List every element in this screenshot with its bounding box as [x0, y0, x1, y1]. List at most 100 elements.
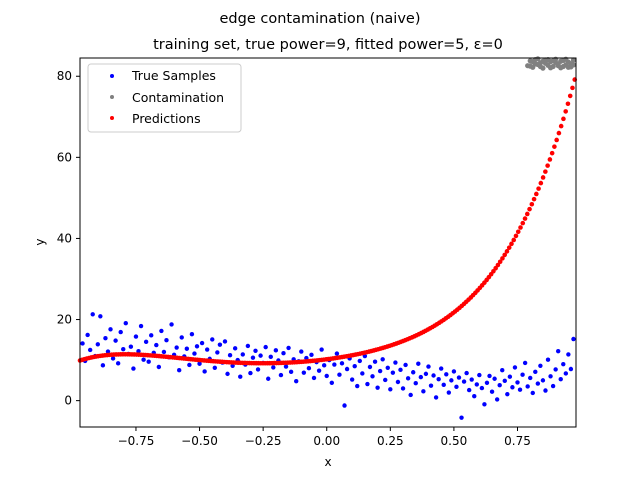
true-sample-point [566, 352, 571, 357]
true-sample-point [484, 380, 490, 385]
chart-subtitle: training set, true power=9, fitted power… [153, 37, 503, 53]
true-sample-point [555, 348, 561, 354]
prediction-point [543, 169, 548, 174]
true-sample-point [553, 367, 558, 372]
true-sample-point [367, 364, 373, 370]
true-sample-point [492, 376, 497, 381]
prediction-point [520, 220, 526, 226]
legend-label-predictions: Predictions [132, 111, 201, 126]
true-sample-point [311, 375, 317, 381]
true-sample-point [357, 358, 362, 364]
true-sample-point [90, 312, 95, 317]
prediction-point [522, 216, 528, 221]
true-sample-point [548, 374, 553, 379]
x-tick-label: 0.75 [504, 434, 531, 448]
true-sample-point [388, 387, 393, 392]
legend-marker-predictions [110, 116, 114, 120]
prediction-point [552, 144, 557, 149]
true-sample-point [138, 323, 144, 329]
true-sample-point [428, 383, 434, 388]
true-sample-point [141, 357, 146, 362]
true-sample-point [192, 351, 197, 356]
true-sample-point [133, 334, 139, 339]
true-sample-point [225, 371, 230, 377]
true-sample-point [80, 341, 85, 346]
true-sample-point [286, 345, 291, 351]
true-sample-point [451, 369, 457, 374]
true-sample-point [469, 377, 474, 382]
true-sample-point [215, 350, 220, 355]
legend-marker-true-samples [110, 74, 114, 78]
true-sample-point [113, 338, 118, 343]
true-sample-point [375, 385, 380, 390]
true-sample-point [418, 374, 424, 380]
x-tick-label: −0.25 [245, 434, 282, 448]
true-sample-point [319, 347, 324, 352]
legend: True Samples Contamination Predictions [87, 63, 242, 133]
true-sample-point [561, 361, 566, 367]
true-sample-point [512, 365, 518, 370]
true-sample-point [278, 372, 284, 378]
x-tick-label: 0.00 [313, 434, 340, 448]
true-sample-point [545, 357, 551, 362]
prediction-point [529, 201, 535, 207]
x-tick-label: 0.25 [377, 434, 404, 448]
true-sample-point [349, 377, 355, 382]
true-sample-point [352, 363, 357, 369]
plot-marks [77, 56, 578, 420]
prediction-point [531, 196, 537, 202]
true-sample-point [250, 355, 256, 360]
prediction-point [513, 233, 519, 239]
true-sample-point [184, 346, 190, 351]
prediction-point [570, 85, 575, 91]
contamination-point [570, 57, 577, 63]
true-sample-point [520, 372, 525, 377]
true-sample-point [273, 348, 279, 353]
true-sample-point [177, 368, 182, 373]
true-sample-point [444, 372, 449, 377]
true-sample-point [95, 342, 101, 347]
true-sample-point [332, 362, 337, 367]
true-sample-point [377, 368, 383, 374]
true-sample-point [400, 386, 406, 391]
true-sample-point [98, 314, 103, 319]
true-sample-point [571, 336, 576, 342]
true-sample-point [187, 362, 192, 368]
true-sample-point [489, 389, 495, 394]
true-sample-point [159, 328, 164, 334]
y-axis-ticks: 0 20 40 60 80 [57, 69, 80, 408]
true-sample-point [299, 349, 304, 354]
true-sample-point [321, 363, 327, 368]
true-sample-point [342, 403, 347, 408]
true-sample-point [136, 348, 141, 354]
true-sample-point [441, 382, 446, 388]
contamination-point [558, 58, 564, 64]
true-sample-point [174, 345, 179, 350]
true-sample-point [416, 361, 421, 366]
true-sample-point [339, 361, 345, 366]
true-sample-point [334, 351, 340, 356]
prediction-point [554, 137, 559, 143]
prediction-point [497, 259, 503, 265]
true-sample-point [268, 354, 273, 360]
true-sample-point [156, 364, 162, 370]
true-sample-point [446, 390, 452, 395]
prediction-point [515, 229, 521, 235]
true-sample-point [550, 383, 556, 389]
true-sample-point [533, 369, 538, 375]
legend-label-contamination: Contamination [132, 90, 224, 105]
x-tick-label: 0.50 [441, 434, 468, 448]
true-sample-point [487, 373, 492, 379]
true-sample-point [393, 360, 398, 365]
true-sample-point [263, 344, 268, 350]
true-sample-point [204, 347, 210, 352]
true-sample-point [395, 379, 401, 385]
true-sample-point [281, 351, 286, 356]
true-sample-point [227, 353, 233, 358]
prediction-point [540, 175, 546, 180]
true-sample-point [301, 370, 307, 375]
true-sample-point [403, 362, 408, 368]
y-tick-label: 0 [64, 394, 72, 408]
true-sample-point [507, 374, 513, 379]
